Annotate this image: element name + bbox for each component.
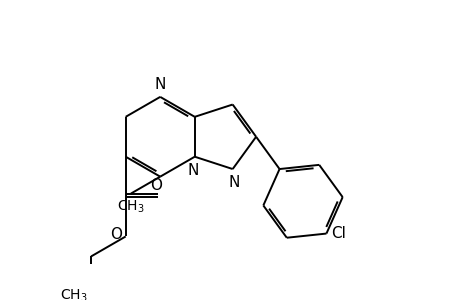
Text: O: O xyxy=(110,227,122,242)
Text: Cl: Cl xyxy=(330,226,345,241)
Text: N: N xyxy=(187,163,198,178)
Text: CH$_3$: CH$_3$ xyxy=(59,288,87,300)
Text: N: N xyxy=(229,175,240,190)
Text: N: N xyxy=(154,77,166,92)
Text: CH$_3$: CH$_3$ xyxy=(117,198,145,215)
Text: O: O xyxy=(150,178,162,193)
